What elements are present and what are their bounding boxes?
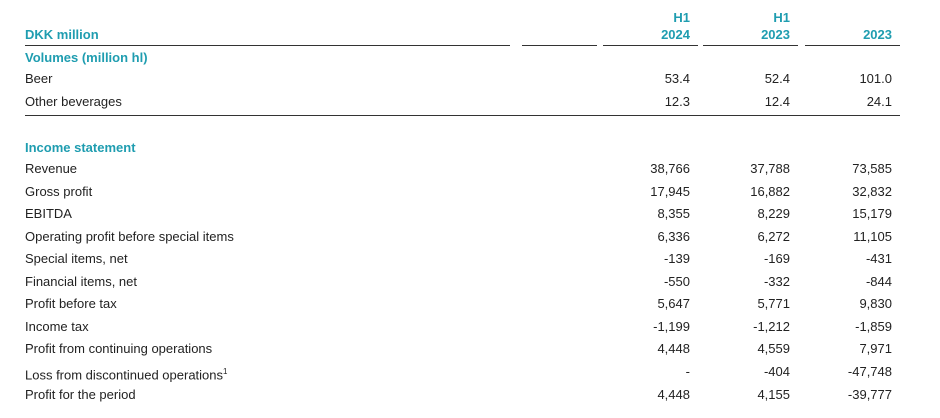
row-label: EBITDA	[25, 206, 72, 221]
row-value-h1-2023: -169	[763, 251, 790, 266]
table-row: Profit before tax 5,647 5,771 9,830	[25, 293, 900, 315]
header-underline-gap	[522, 45, 597, 46]
row-value-h1-2024: 4,448	[657, 387, 690, 402]
row-value-h1-2023: 37,788	[750, 161, 790, 176]
row-label: Profit from continuing operations	[25, 341, 213, 356]
row-value-2023: -844	[865, 274, 892, 289]
row-value-h1-2023: 52.4	[764, 71, 790, 86]
row-value-2023: 101.0	[859, 71, 892, 86]
column-header-h1-2024-line2: 2024	[661, 27, 690, 42]
table-row: Operating profit before special items 6,…	[25, 226, 900, 248]
row-value-h1-2023: -332	[763, 274, 790, 289]
table-row: Beer 53.4 52.4 101.0	[25, 68, 900, 90]
row-value-2023: 24.1	[866, 94, 892, 109]
row-value-h1-2023: 12.4	[764, 94, 790, 109]
table-row: Financial items, net -550 -332 -844	[25, 271, 900, 293]
column-header-2023-line2: 2023	[863, 27, 892, 42]
row-label: Gross profit	[25, 184, 93, 199]
row-label: Beer	[25, 71, 53, 86]
header-underline-col1	[603, 45, 698, 46]
table-row: Profit for the period 4,448 4,155 -39,77…	[25, 384, 900, 406]
header-underline-col3	[805, 45, 900, 46]
table-row: Special items, net -139 -169 -431	[25, 248, 900, 270]
section-title-volumes: Volumes (million hl)	[25, 50, 148, 65]
table-row: Profit from continuing operations 4,448 …	[25, 338, 900, 360]
row-value-h1-2023: 5,771	[757, 296, 790, 311]
row-value-2023: -431	[865, 251, 892, 266]
row-value-2023: 15,179	[852, 206, 892, 221]
row-value-h1-2023: -404	[763, 364, 790, 379]
row-label: Profit for the period	[25, 387, 136, 402]
row-value-2023: -47,748	[847, 364, 892, 379]
header-underline-col2	[703, 45, 798, 46]
row-label: Operating profit before special items	[25, 229, 234, 244]
row-value-2023: 9,830	[859, 296, 892, 311]
row-value-2023: -39,777	[847, 387, 892, 402]
row-value-h1-2023: -1,212	[753, 319, 790, 334]
row-value-h1-2024: -1,199	[653, 319, 690, 334]
row-value-2023: 32,832	[852, 184, 892, 199]
row-label: Financial items, net	[25, 274, 137, 289]
row-value-h1-2023: 4,155	[757, 387, 790, 402]
table-row: Income tax -1,199 -1,212 -1,859	[25, 316, 900, 338]
unit-label: DKK million	[25, 27, 99, 42]
row-label: Income tax	[25, 319, 89, 334]
table-row: Loss from discontinued operations1 - -40…	[25, 361, 900, 383]
row-label: Loss from discontinued operations1	[25, 361, 227, 386]
row-label: Revenue	[25, 161, 78, 176]
row-value-h1-2024: 38,766	[650, 161, 690, 176]
row-value-h1-2024: 12.3	[664, 94, 690, 109]
row-value-h1-2024: 8,355	[657, 206, 690, 221]
table-row: EBITDA 8,355 8,229 15,179	[25, 203, 900, 225]
row-value-2023: 73,585	[852, 161, 892, 176]
row-label: Profit before tax	[25, 296, 117, 311]
row-value-h1-2024: -550	[663, 274, 690, 289]
row-value-h1-2023: 4,559	[757, 341, 790, 356]
row-value-h1-2023: 16,882	[750, 184, 790, 199]
section-title-income-statement: Income statement	[25, 140, 136, 155]
table-row: Gross profit 17,945 16,882 32,832	[25, 181, 900, 203]
column-header-h1-2024-line1: H1	[673, 10, 690, 25]
row-value-h1-2023: 6,272	[757, 229, 790, 244]
row-value-h1-2024: 6,336	[657, 229, 690, 244]
row-value-h1-2024: 17,945	[650, 184, 690, 199]
table-row: Other beverages 12.3 12.4 24.1	[25, 91, 900, 113]
row-label: Other beverages	[25, 94, 122, 109]
header-underline-label	[25, 45, 510, 46]
row-value-h1-2023: 8,229	[757, 206, 790, 221]
row-value-h1-2024: 5,647	[657, 296, 690, 311]
row-label-text: Loss from discontinued operations	[25, 367, 224, 383]
row-value-h1-2024: -139	[663, 251, 690, 266]
row-value-h1-2024: 4,448	[657, 341, 690, 356]
row-value-2023: 11,105	[853, 229, 892, 244]
volumes-bottom-rule	[25, 115, 900, 116]
row-value-2023: 7,971	[859, 341, 892, 356]
row-value-h1-2024: 53.4	[664, 71, 690, 86]
row-value-h1-2024: -	[685, 364, 690, 379]
row-label: Special items, net	[25, 251, 128, 266]
table-row: Revenue 38,766 37,788 73,585	[25, 158, 900, 180]
column-header-h1-2023-line1: H1	[773, 10, 790, 25]
footnote-marker: 1	[223, 367, 228, 376]
column-header-h1-2023-line2: 2023	[761, 27, 790, 42]
row-value-2023: -1,859	[855, 319, 892, 334]
